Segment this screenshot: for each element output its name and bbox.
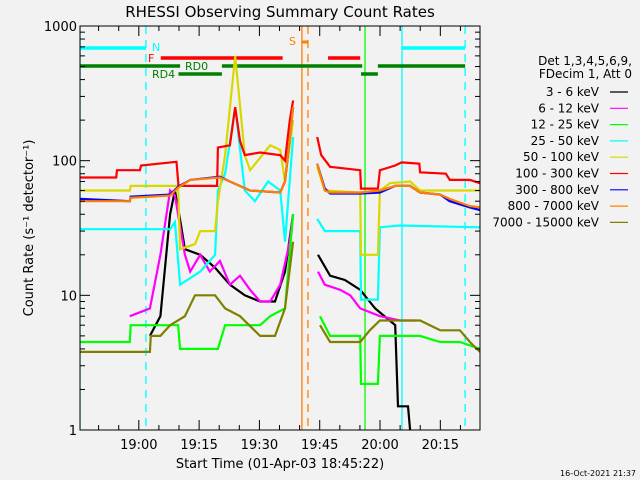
chart-title: RHESSI Observing Summary Count Rates bbox=[125, 3, 435, 21]
y-tick-label: 1 bbox=[69, 424, 77, 439]
series-line-4-seg-0 bbox=[80, 55, 295, 251]
plot-frame bbox=[79, 25, 481, 431]
series-line-8-seg-1 bbox=[319, 319, 480, 353]
x-tick-label: 19:30 bbox=[241, 438, 278, 453]
y-tick-label: 1000 bbox=[44, 20, 77, 35]
flag-label-rd4: RD4 bbox=[152, 68, 175, 81]
series-line-0-seg-1 bbox=[317, 254, 412, 430]
series-line-3-seg-1 bbox=[316, 218, 480, 301]
legend-header-1: Det 1,3,4,5,6,9, bbox=[538, 54, 632, 68]
legend-label: 6 - 12 keV bbox=[538, 101, 600, 115]
series-line-5-seg-0 bbox=[80, 100, 295, 187]
plot-area: NF RD0 RD4 S 19:00 19:15 19:30 19:45 20:00 20:15 1… bbox=[44, 20, 481, 453]
legend-label: 800 - 7000 keV bbox=[508, 199, 600, 213]
series-line-8-seg-0 bbox=[80, 241, 295, 353]
flag-label-s: S bbox=[289, 35, 296, 48]
legend-header-2: FDecim 1, Att 0 bbox=[539, 67, 632, 81]
flag-label-rd0: RD0 bbox=[185, 60, 208, 73]
series-line-1-seg-0 bbox=[129, 188, 295, 318]
series-line-0-seg-0 bbox=[148, 190, 295, 337]
flag-label-n: N bbox=[152, 41, 160, 54]
y-tick-label: 10 bbox=[60, 289, 77, 304]
series-line-6-seg-0 bbox=[80, 106, 295, 203]
flag-label-f: F bbox=[148, 52, 154, 65]
series-line-2-seg-1 bbox=[319, 315, 480, 385]
series-line-7-seg-0 bbox=[80, 106, 295, 203]
legend-label: 7000 - 15000 keV bbox=[492, 215, 599, 229]
x-tick-label: 19:45 bbox=[301, 438, 338, 453]
x-tick-label: 20:00 bbox=[361, 438, 398, 453]
series-line-3-seg-0 bbox=[80, 106, 295, 287]
legend-label: 50 - 100 keV bbox=[523, 150, 600, 164]
x-tick-label: 19:00 bbox=[120, 438, 157, 453]
x-axis-label: Start Time (01-Apr-03 18:45:22) bbox=[176, 457, 384, 472]
x-tick-label: 20:15 bbox=[422, 438, 459, 453]
x-tick-label: 19:15 bbox=[180, 438, 217, 453]
legend-label: 3 - 6 keV bbox=[546, 85, 600, 99]
legend-label: 300 - 800 keV bbox=[515, 183, 599, 197]
series-line-5-seg-1 bbox=[316, 136, 480, 190]
y-axis-label: Count Rate (s⁻¹ detector⁻¹) bbox=[22, 140, 37, 317]
legend-label: 100 - 300 keV bbox=[515, 167, 599, 181]
series-line-7-seg-1 bbox=[316, 163, 480, 209]
footer-timestamp: 16-Oct-2021 21:37 bbox=[560, 469, 636, 478]
legend-label: 25 - 50 keV bbox=[531, 134, 600, 148]
y-tick-label: 100 bbox=[52, 155, 77, 170]
legend-label: 12 - 25 keV bbox=[531, 118, 600, 132]
plot-inner bbox=[80, 26, 480, 430]
series-line-2-seg-0 bbox=[80, 214, 295, 350]
